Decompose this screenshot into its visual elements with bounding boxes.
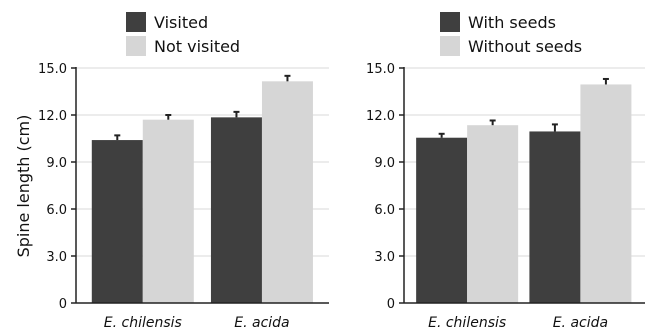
legend-swatch	[126, 12, 146, 32]
bar-without-seeds-1	[467, 125, 519, 303]
chart-panel-2: 0 3.0 6.0 9.0 12.0 15.0 E. chilensis E. acida Wi…	[366, 12, 645, 331]
y-tick-label: 3.0	[374, 250, 395, 265]
y-tick-label: 6.0	[46, 203, 67, 218]
x-category-label: E. chilensis	[104, 315, 182, 331]
y-tick-label: 6.0	[374, 203, 395, 218]
y-tick-label: 9.0	[46, 156, 67, 171]
bar-not-visited-2	[261, 81, 313, 303]
y-axis-title: Spine length (cm)	[14, 115, 33, 258]
bar-with-seeds-2	[529, 131, 581, 303]
y-tick-label: 0	[387, 297, 395, 312]
legend-swatch	[440, 36, 460, 56]
y-tick-label: 12.0	[366, 109, 395, 124]
x-category-label: E. acida	[234, 315, 289, 331]
bar-with-seeds-1	[416, 137, 468, 303]
legend-label: Without seeds	[468, 37, 582, 56]
legend-swatch	[126, 36, 146, 56]
bar-without-seeds-2	[580, 84, 632, 303]
x-category-label: E. acida	[553, 315, 608, 331]
y-tick-label: 15.0	[366, 62, 395, 77]
x-category-label: E. chilensis	[428, 315, 506, 331]
y-tick-label: 12.0	[38, 109, 67, 124]
y-tick-label: 15.0	[38, 62, 67, 77]
chart-panel-1: 0 3.0 6.0 9.0 12.0 15.0 E. chilensis E. acida Vi…	[38, 12, 329, 331]
bar-visited-2	[210, 117, 262, 303]
bar-not-visited-1	[142, 119, 194, 303]
y-tick-label: 0	[59, 297, 67, 312]
legend-label: Visited	[154, 13, 208, 32]
legend-label: With seeds	[468, 13, 556, 32]
legend-label: Not visited	[154, 37, 240, 56]
y-tick-label: 9.0	[374, 156, 395, 171]
bar-visited-1	[91, 140, 143, 303]
legend-swatch	[440, 12, 460, 32]
y-tick-label: 3.0	[46, 250, 67, 265]
